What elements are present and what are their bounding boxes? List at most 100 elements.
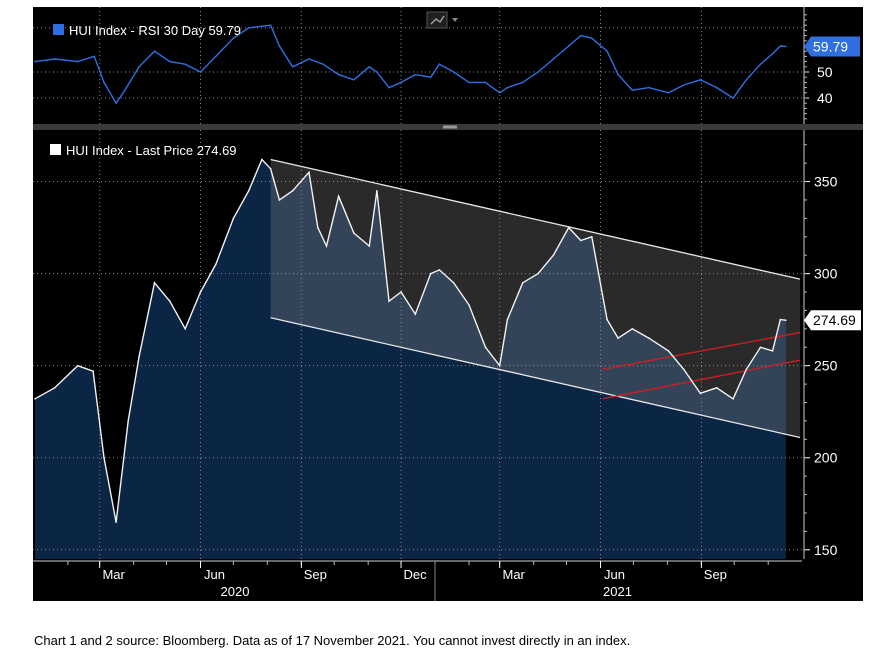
x-tick-label: Sep: [704, 567, 727, 582]
price-y-tick-label: 350: [814, 174, 838, 190]
rsi-data-point: [376, 71, 378, 73]
price-data-point: [53, 387, 56, 389]
channel-upper-trendline: [270, 158, 801, 280]
rsi-last-value-tag: 59.79: [804, 36, 860, 57]
rsi-data-point: [153, 50, 156, 52]
price-data-point: [337, 195, 340, 198]
rsi-data-point: [388, 86, 390, 89]
price-data-point: [785, 319, 787, 322]
price-data-point: [368, 245, 371, 247]
price-data-point: [591, 236, 593, 238]
chevron-down-icon: [452, 18, 458, 22]
channel-below-region: [270, 168, 786, 435]
rsi-data-point: [414, 73, 417, 76]
price-data-point: [648, 337, 650, 339]
price-data-point: [438, 269, 441, 271]
rsi-data-point: [215, 55, 217, 58]
price-legend: HUI Index - Last Price 274.69: [50, 143, 237, 158]
price-data-point: [138, 355, 140, 358]
price-data-point: [388, 300, 390, 303]
price-data-point: [317, 226, 319, 229]
price-data-point: [261, 158, 263, 161]
rsi-data-point: [429, 76, 432, 78]
price-data-point: [498, 364, 501, 367]
rsi-data-point: [552, 58, 555, 60]
rsi-data-point: [732, 97, 734, 99]
price-y-tick-label: 150: [814, 542, 838, 558]
price-last-value-label: 274.69: [813, 312, 856, 328]
price-data-point: [278, 199, 281, 201]
rsi-data-point: [308, 58, 310, 60]
rsi-data-point: [278, 45, 281, 47]
price-data-point: [215, 263, 217, 266]
price-area-fill: [35, 159, 786, 559]
price-data-point: [521, 282, 524, 284]
price-y-axis: 150 200 250 300 350: [803, 130, 838, 559]
price-y-tick-label: 250: [814, 358, 838, 374]
price-data-point: [103, 456, 105, 459]
rsi-data-point: [617, 73, 619, 76]
x-tick-label: Jun: [204, 567, 225, 582]
price-data-point: [169, 300, 171, 303]
rsi-legend-swatch: [53, 24, 64, 35]
price-data-point: [199, 291, 202, 293]
rsi-data-point: [759, 63, 762, 65]
price-data-point: [153, 282, 156, 284]
rsi-data-point: [199, 71, 202, 73]
price-data-point: [759, 346, 762, 349]
price-data-point: [715, 387, 718, 389]
rsi-data-point: [667, 92, 670, 94]
rsi-data-point: [606, 50, 608, 52]
price-data-point: [115, 521, 117, 523]
rsi-data-point: [683, 84, 685, 86]
rsi-legend: HUI Index - RSI 30 Day 59.79: [53, 23, 241, 38]
rsi-data-point: [53, 58, 56, 60]
price-legend-swatch: [50, 144, 61, 155]
rsi-data-point: [169, 60, 171, 63]
rsi-data-point: [771, 53, 774, 55]
x-year-label: 2020: [221, 584, 250, 599]
price-last-value-tag-shape: [804, 310, 861, 331]
price-data-point: [291, 190, 294, 192]
rsi-data-point: [76, 60, 79, 63]
x-tick-label: Dec: [403, 567, 427, 582]
rsi-data-point: [247, 27, 250, 29]
rsi-data-point: [103, 81, 105, 84]
chart-type-button[interactable]: [426, 11, 458, 29]
price-data-point: [119, 484, 122, 487]
rsi-data-point: [591, 37, 593, 39]
price-data-point: [631, 328, 634, 330]
rsi-legend-label: HUI Index - RSI 30 Day 59.79: [69, 23, 241, 38]
price-data-point: [506, 318, 509, 321]
price-legend-label: HUI Index - Last Price 274.69: [66, 143, 237, 158]
price-data-point: [400, 291, 402, 293]
price-y-tick-label: 300: [814, 266, 838, 282]
price-data-point: [353, 232, 355, 234]
rsi-data-point: [322, 63, 325, 65]
x-year-label: 2021: [603, 584, 632, 599]
rsi-last-value-tag-shape: [804, 36, 860, 57]
rsi-data-point: [745, 79, 748, 81]
rsi-data-point: [269, 24, 272, 27]
rsi-data-point: [715, 86, 718, 89]
rsi-data-point: [138, 66, 140, 68]
x-tick-label: Sep: [304, 567, 327, 582]
price-data-point: [76, 364, 79, 367]
price-data-point: [429, 272, 432, 275]
rsi-data-point: [93, 55, 95, 58]
rsi-data-point: [648, 86, 650, 89]
x-tick-label: Mar: [503, 567, 526, 582]
breakout-lower-line: [602, 359, 801, 400]
price-data-point: [667, 350, 670, 352]
panel-divider-grip: [443, 125, 457, 129]
price-data-point: [745, 368, 748, 371]
rsi-data-point: [400, 81, 402, 84]
price-data-point: [184, 328, 186, 330]
rsi-data-point: [521, 81, 524, 84]
source-caption: Chart 1 and 2 source: Bloomberg. Data as…: [34, 633, 631, 648]
price-data-point: [580, 239, 582, 242]
price-data-point: [308, 171, 310, 174]
rsi-data-point: [337, 73, 340, 76]
rsi-last-value-label: 59.79: [813, 39, 848, 55]
